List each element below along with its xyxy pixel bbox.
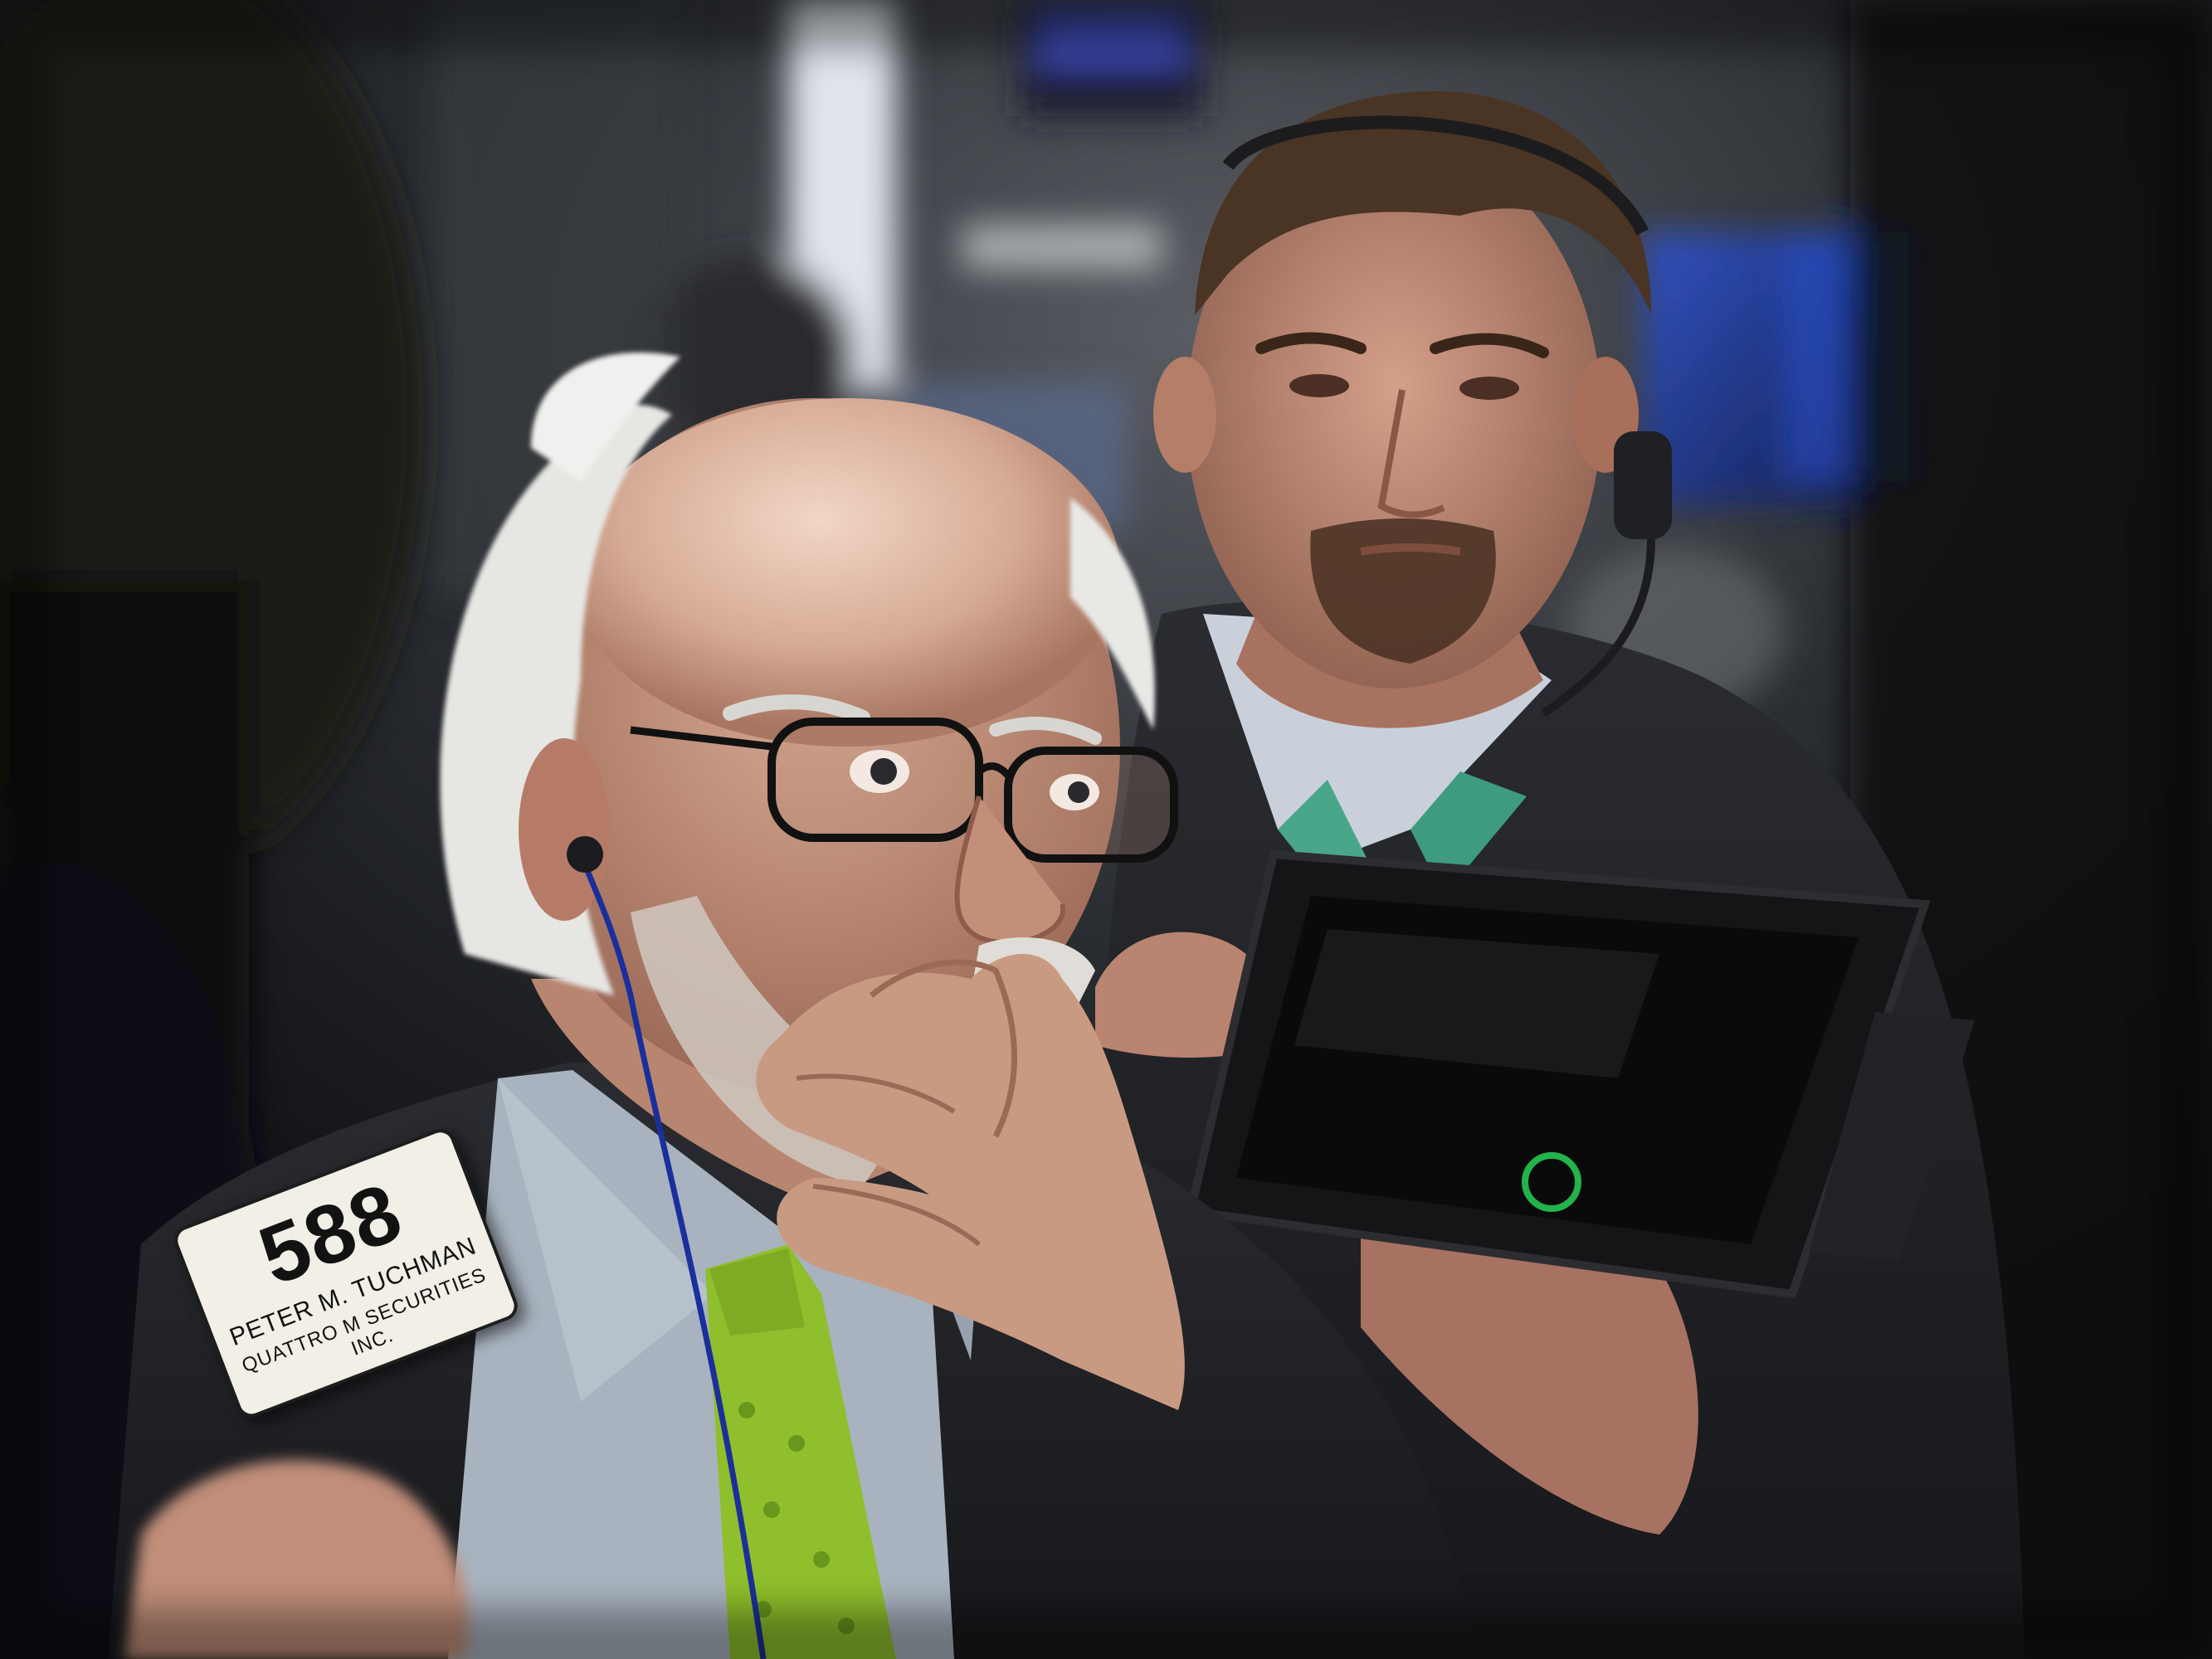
earphone-cable <box>577 853 767 1659</box>
trader-older <box>108 352 1477 1659</box>
tablet <box>1185 849 1975 1299</box>
power-ring-icon <box>1522 1152 1581 1212</box>
